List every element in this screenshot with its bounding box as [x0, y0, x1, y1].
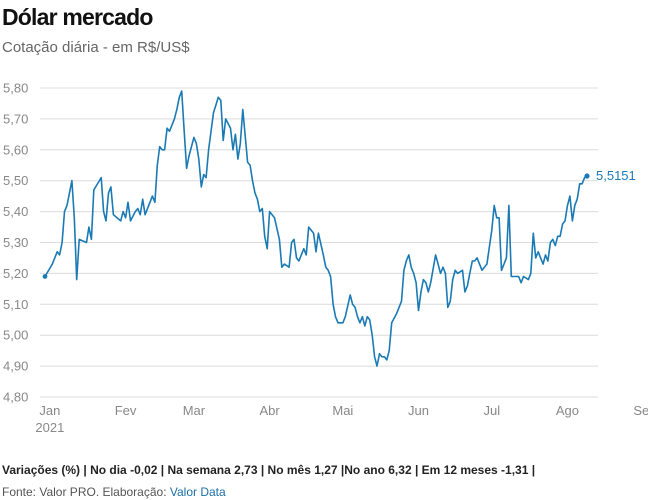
x-tick-label: Mar [183, 403, 206, 418]
y-tick-label: 5,40 [3, 204, 28, 219]
variations-footer: Variações (%) | No dia -0,02 | Na semana… [2, 463, 536, 477]
last-value-label: 5,5151 [596, 168, 636, 183]
y-tick-label: 5,20 [3, 266, 28, 281]
x-tick-label: Set [633, 403, 648, 418]
x-tick-label: Fev [115, 403, 137, 418]
x-tick-label: Jul [483, 403, 500, 418]
x-tick-label: Mai [332, 403, 353, 418]
y-tick-label: 5,30 [3, 235, 28, 250]
y-axis-ticks: 5,80 5,70 5,60 5,50 5,40 5,30 5,20 5,10 5,00 4,90… [3, 81, 28, 405]
x-year-label: 2021 [35, 420, 64, 435]
x-tick-label: Abr [259, 403, 280, 418]
x-tick-label: Ago [556, 403, 579, 418]
chart-title: Dólar mercado [2, 4, 153, 30]
source-link[interactable]: Valor Data [169, 485, 226, 499]
y-tick-label: 4,80 [3, 390, 28, 405]
end-point [584, 173, 590, 179]
y-tick-label: 5,50 [3, 173, 28, 188]
series-line [44, 90, 588, 367]
y-tick-label: 5,60 [3, 142, 28, 157]
x-tick-label: Jun [408, 403, 429, 418]
y-tick-label: 5,10 [3, 297, 28, 312]
y-tick-label: 5,00 [3, 328, 28, 343]
x-axis-ticks: JanFevMarAbrMaiJunJulAgoSetOut2021 [35, 403, 648, 435]
start-point [42, 274, 48, 279]
y-tick-label: 5,80 [3, 81, 28, 96]
y-tick-label: 5,70 [3, 111, 28, 126]
chart-subtitle: Cotação diária - em R$/US$ [2, 39, 190, 56]
x-tick-label: Jan [39, 403, 60, 418]
source-prefix: Fonte: Valor PRO. Elaboração: [2, 485, 170, 499]
y-tick-label: 4,90 [3, 359, 28, 374]
line-chart: 5,80 5,70 5,60 5,50 5,40 5,30 5,20 5,10 5,00 4,90… [3, 81, 648, 436]
source-footer: Fonte: Valor PRO. Elaboração: Valor Data [2, 485, 226, 499]
gridlines [40, 87, 598, 398]
